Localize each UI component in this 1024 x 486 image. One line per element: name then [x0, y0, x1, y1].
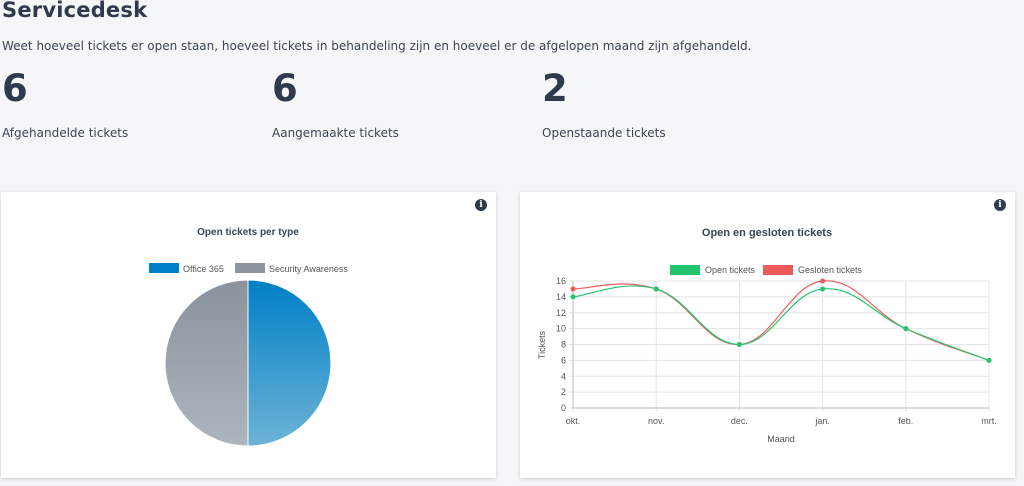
legend-swatch [670, 265, 700, 275]
x-tick-label: feb. [898, 416, 913, 426]
data-point [736, 342, 742, 347]
stat-value: 2 [542, 67, 568, 110]
y-tick-label: 4 [561, 371, 566, 381]
stat-label: Afgehandelde tickets [2, 126, 129, 140]
legend-label: Office 365 [183, 264, 224, 274]
stat-label: Aangemaakte tickets [272, 126, 399, 140]
series-line-open-tickets [572, 285, 990, 361]
x-axis-label: Maand [767, 434, 795, 444]
page-title: Servicedesk [2, 0, 148, 22]
data-point [903, 326, 909, 332]
line-chart-title: Open en gesloten tickets [702, 227, 832, 239]
line-grid [569, 280, 990, 412]
pie-slice-security-awareness [164, 279, 249, 447]
pie-chart-title: Open tickets per type [197, 227, 299, 238]
legend-label: Open tickets [705, 265, 756, 275]
data-point [653, 286, 659, 292]
pie-slice-office-365 [247, 279, 332, 447]
stat-label: Openstaande tickets [542, 126, 666, 140]
line-chart: Open en gesloten tickets Open tickets Ges… [537, 227, 997, 444]
x-tick-label: nov. [648, 416, 664, 426]
pie-slices [164, 279, 332, 447]
stat-openstaande: 2 Openstaande tickets [542, 67, 782, 141]
y-tick-label: 2 [561, 387, 566, 397]
y-tick-label: 12 [556, 308, 566, 318]
pie-chart: Open tickets per type Office 365 Security… [149, 227, 348, 447]
data-point [570, 294, 576, 300]
y-tick-label: 0 [561, 403, 566, 413]
stat-value: 6 [2, 67, 28, 110]
legend-swatch [149, 263, 179, 273]
y-tick-label: 10 [556, 324, 566, 334]
stat-value: 6 [272, 67, 298, 110]
series-line-gesloten-tickets [572, 280, 990, 361]
info-icon[interactable]: i [994, 199, 1006, 211]
legend-swatch [235, 263, 265, 273]
legend-swatch [763, 265, 793, 275]
data-point [820, 278, 826, 284]
x-tick-label: jan. [814, 416, 830, 426]
line-axes: 0 2 4 6 8 10 12 14 16 okt. nov. dec. jan. feb. mrt. [556, 276, 997, 426]
x-tick-label: dec. [731, 416, 748, 426]
data-point [570, 286, 576, 292]
legend-label: Security Awareness [269, 264, 348, 274]
y-tick-label: 8 [561, 340, 566, 350]
y-tick-label: 6 [561, 355, 566, 365]
y-axis-label: Tickets [537, 330, 547, 359]
line-series [570, 278, 992, 363]
line-legend: Open tickets Gesloten tickets [670, 265, 863, 275]
page-subtitle: Weet hoeveel tickets er open staan, hoev… [2, 39, 752, 53]
pie-chart-card: i Open tickets per type Office 365 Securi… [1, 192, 496, 478]
info-icon[interactable]: i [475, 199, 487, 211]
data-point [986, 357, 992, 363]
stat-aangemaakte: 6 Aangemaakte tickets [272, 67, 512, 141]
data-point [820, 286, 826, 292]
legend-label: Gesloten tickets [798, 265, 863, 275]
y-tick-label: 14 [556, 292, 566, 302]
x-tick-label: okt. [566, 416, 581, 426]
stat-afgehandelde: 6 Afgehandelde tickets [2, 67, 242, 141]
line-chart-card: i Open en gesloten tickets Open tickets G… [520, 192, 1015, 478]
y-tick-label: 16 [556, 276, 566, 286]
pie-legend: Office 365 Security Awareness [149, 263, 348, 274]
x-tick-label: mrt. [981, 416, 997, 426]
